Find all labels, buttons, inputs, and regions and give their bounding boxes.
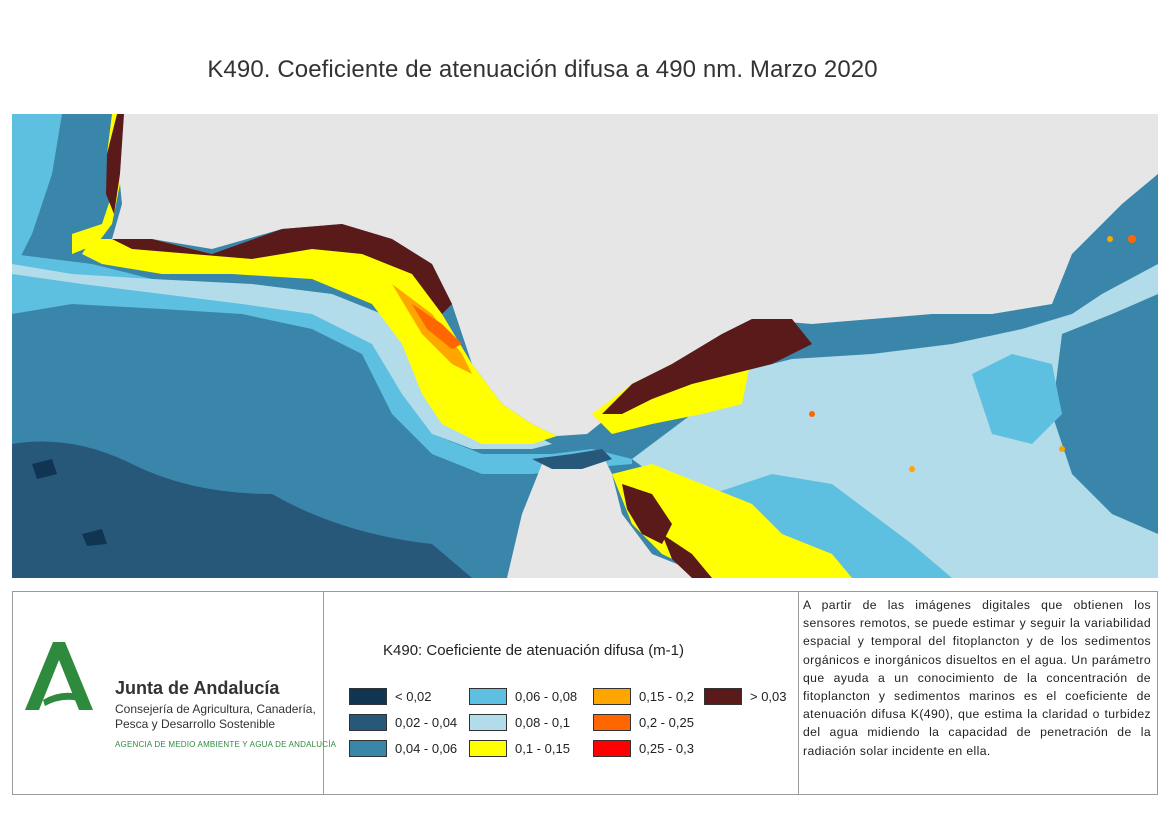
organization-name: Junta de Andalucía (115, 678, 280, 698)
junta-andalucia-logo-icon (25, 642, 93, 710)
legend-label: 0,02 - 0,04 (395, 715, 458, 730)
legend-swatch (704, 688, 742, 705)
legend-label: < 0,02 (395, 689, 432, 704)
legend-panel: Junta de Andalucía Consejería de Agricul… (12, 591, 1158, 795)
legend-label: 0,06 - 0,08 (515, 689, 578, 704)
legend-swatch (593, 740, 631, 757)
legend-swatch (593, 688, 631, 705)
legend-swatch (469, 740, 507, 757)
panel-divider-left (323, 592, 324, 794)
legend-swatch (593, 714, 631, 731)
legend-swatch (349, 688, 387, 705)
k490-map (12, 114, 1158, 578)
legend-swatch (469, 714, 507, 731)
legend-label: 0,04 - 0,06 (395, 741, 458, 756)
legend-swatch (469, 688, 507, 705)
legend-label: 0,1 - 0,15 (515, 741, 570, 756)
page-title: K490. Coeficiente de atenuación difusa a… (207, 56, 878, 83)
description-text: A partir de las imágenes digitales que o… (803, 598, 1151, 758)
organization-department: Consejería de Agricultura, Canadería, Pe… (115, 702, 316, 731)
legend-swatch (349, 740, 387, 757)
legend-label: 0,2 - 0,25 (639, 715, 694, 730)
legend-title: K490: Coeficiente de atenuación difusa (… (383, 642, 685, 659)
panel-divider-right (798, 592, 799, 794)
legend-swatch (349, 714, 387, 731)
legend-label: 0,15 - 0,2 (639, 689, 694, 704)
legend-label: 0,08 - 0,1 (515, 715, 570, 730)
legend-label: 0,25 - 0,3 (639, 741, 694, 756)
legend-label: > 0,03 (750, 689, 787, 704)
organization-agency: AGENCIA DE MEDIO AMBIENTE Y AGUA DE ANDA… (115, 740, 337, 749)
